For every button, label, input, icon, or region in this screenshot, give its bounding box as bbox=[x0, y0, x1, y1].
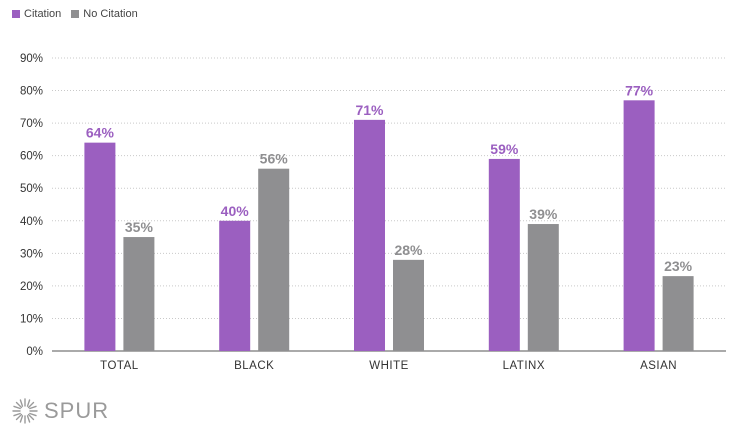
bar-citation bbox=[623, 100, 655, 351]
y-tick-label: 40% bbox=[20, 216, 43, 228]
bar-citation bbox=[219, 220, 251, 351]
legend-item-no-citation: No Citation bbox=[71, 8, 138, 20]
legend-swatch-citation bbox=[12, 10, 20, 18]
bar-no-citation bbox=[662, 276, 694, 351]
data-label: 59% bbox=[490, 141, 519, 157]
y-tick-label: 60% bbox=[20, 151, 43, 163]
x-tick-label: BLACK bbox=[234, 360, 274, 372]
legend-label-citation: Citation bbox=[24, 8, 62, 20]
y-tick-label: 50% bbox=[20, 183, 43, 195]
logo-text: SPUR bbox=[44, 398, 110, 423]
data-label: 56% bbox=[260, 151, 289, 167]
data-label: 71% bbox=[355, 102, 384, 118]
bar-no-citation bbox=[393, 259, 424, 351]
bar-citation bbox=[488, 158, 520, 351]
data-label: 40% bbox=[221, 203, 250, 219]
data-label: 64% bbox=[86, 125, 115, 141]
data-label: 39% bbox=[529, 206, 558, 222]
bar-citation bbox=[354, 119, 385, 351]
sunburst-icon bbox=[12, 398, 38, 424]
legend-swatch-no-citation bbox=[71, 10, 80, 18]
data-label: 23% bbox=[664, 258, 693, 274]
y-tick-label: 20% bbox=[20, 281, 43, 293]
legend-label-no-citation: No Citation bbox=[83, 8, 138, 20]
y-tick-label: 0% bbox=[26, 346, 43, 358]
data-label: 28% bbox=[394, 242, 423, 258]
data-label: 77% bbox=[625, 82, 654, 98]
bar-no-citation bbox=[527, 224, 559, 351]
x-tick-label: TOTAL bbox=[100, 360, 139, 372]
bar-citation bbox=[84, 142, 116, 351]
y-tick-label: 90% bbox=[20, 53, 43, 65]
x-tick-label: LATINX bbox=[503, 360, 545, 372]
bar-no-citation bbox=[123, 237, 155, 351]
x-tick-label: ASIAN bbox=[640, 360, 677, 372]
y-tick-label: 10% bbox=[20, 313, 43, 325]
bar-no-citation bbox=[258, 168, 290, 351]
y-tick-label: 30% bbox=[20, 248, 43, 260]
spur-logo: SPUR bbox=[12, 398, 109, 424]
x-tick-label: WHITE bbox=[369, 360, 409, 372]
data-label: 35% bbox=[125, 219, 154, 235]
y-tick-label: 70% bbox=[20, 118, 43, 130]
y-tick-label: 80% bbox=[20, 86, 43, 98]
legend-item-citation: Citation bbox=[12, 8, 61, 20]
chart-legend: Citation No Citation bbox=[12, 8, 138, 20]
